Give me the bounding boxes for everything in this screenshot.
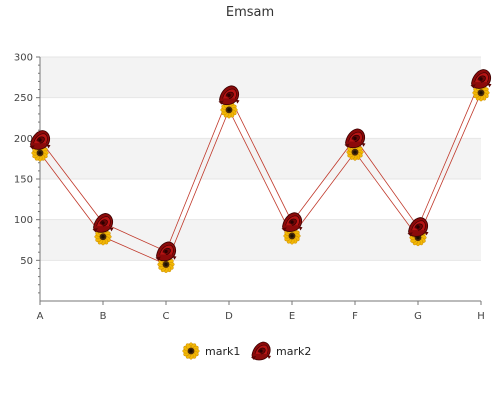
legend-item-mark1: mark1 [182,342,240,360]
legend-label-mark1: mark1 [205,345,240,358]
x-tick-label: B [100,311,107,322]
legend-item-mark2: mark2 [250,341,311,361]
x-tick-label: D [225,311,233,322]
series-layer [28,68,493,274]
x-tick-label: A [37,311,44,322]
grid-band [40,219,481,261]
y-axis: 50 100 150 200 250 300 [14,53,40,294]
x-tick-label: G [414,311,422,322]
y-tick-label: 300 [14,53,33,64]
y-tick-label: 100 [14,215,33,226]
legend-sunflower-icon [182,342,200,360]
y-tick-label: 150 [14,175,33,186]
gridlines [40,56,481,261]
y-tick-label: 50 [20,256,33,267]
x-tick-label: H [477,311,485,322]
grid-band [40,57,481,98]
x-tick-label: C [163,311,170,322]
legend-label-mark2: mark2 [276,345,311,358]
legend: mark1 mark2 [182,341,311,361]
x-tick-label: F [352,311,358,322]
series-line-mark2 [39,78,482,252]
y-tick-label: 200 [14,134,33,145]
x-tick-label: E [289,311,295,322]
chart-title: Emsam [226,5,274,20]
x-axis: A B C D E F G H [37,301,485,322]
y-tick-label: 250 [14,93,33,104]
series-line-mark1 [39,92,482,265]
legend-rose-icon [250,341,272,361]
